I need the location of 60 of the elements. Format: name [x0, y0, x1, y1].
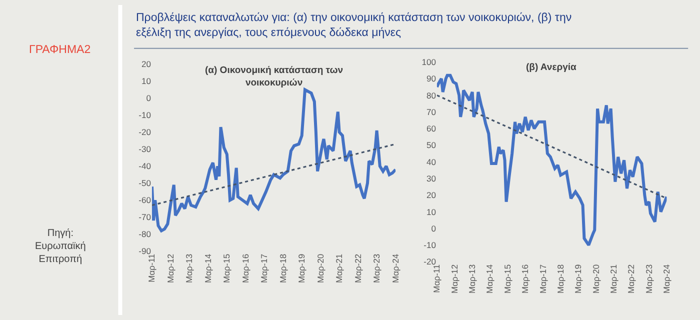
y-tick-label: -20	[424, 256, 436, 267]
x-tick-label: Μαρ-23	[372, 254, 382, 283]
y-tick-label: -30	[138, 144, 152, 154]
y-tick-label: -90	[138, 246, 152, 256]
y-tick-label: 10	[142, 76, 152, 86]
chart-title: (β) Ανεργία	[526, 62, 577, 73]
text: ΓΡΑΦΗΜΑ2	[29, 44, 91, 56]
y-tick-label: -50	[138, 178, 152, 188]
y-tick-label: 40	[426, 156, 436, 167]
y-tick-label: 30	[426, 173, 436, 184]
text: Πηγή: Ευρωπαϊκή Επιτροπή	[35, 228, 86, 265]
text: Προβλέψεις καταναλωτών για: (α) την οικονομική κατάσταση των νοικοκυριών, (β) την εξέλιξη της ανεργίας, τους επόμενους δώδεκα μήνες	[136, 12, 572, 39]
x-tick-label: Μαρ-17	[259, 254, 270, 283]
y-tick-label: 100	[422, 57, 436, 68]
x-tick-label: Μαρ-22	[352, 254, 363, 283]
y-tick-label: 80	[426, 90, 436, 100]
x-tick-label: Μαρ-21	[334, 254, 344, 283]
x-tick-label: Μαρ-16	[520, 264, 530, 294]
x-tick-label: Μαρ-19	[296, 254, 307, 283]
y-tick-label: -10	[424, 240, 436, 250]
y-tick-label: 20	[142, 59, 152, 70]
x-tick-label: Μαρ-24	[390, 254, 400, 283]
x-tick-label: Μαρ-24	[661, 264, 672, 294]
y-tick-label: 10	[426, 206, 436, 217]
x-tick-label: Μαρ-14	[202, 254, 213, 283]
x-tick-label: Μαρ-11	[432, 264, 442, 293]
text: (α) Οικονομική κατάσταση των νοικοκυριών	[205, 65, 344, 88]
y-tick-label: 60	[426, 124, 436, 134]
x-tick-label: Μαρ-19	[573, 264, 584, 294]
x-tick-label: Μαρ-12	[166, 254, 176, 283]
line-series	[152, 88, 396, 232]
line-series	[436, 74, 667, 247]
y-tick-label: -20	[138, 127, 152, 138]
y-tick-label: -70	[138, 212, 152, 222]
y-tick-label: -60	[138, 195, 152, 206]
x-tick-label: Μαρ-18	[555, 264, 566, 294]
x-tick-label: Μαρ-15	[502, 264, 512, 294]
y-tick-label: 90	[426, 74, 436, 84]
x-tick-label: Μαρ-14	[484, 264, 495, 294]
x-tick-label: Μαρ-12	[449, 264, 460, 294]
x-tick-label: Μαρ-21	[608, 264, 618, 294]
y-tick-label: 0	[146, 93, 152, 104]
x-tick-label: Μαρ-18	[278, 254, 288, 283]
x-tick-label: Μαρ-22	[626, 264, 636, 294]
x-tick-label: Μαρ-15	[222, 254, 232, 283]
x-tick-label: Μαρ-17	[538, 264, 548, 294]
y-tick-label: -40	[138, 161, 152, 172]
x-tick-label: Μαρ-13	[184, 254, 194, 283]
x-tick-label: Μαρ-13	[467, 264, 478, 294]
x-tick-label: Μαρ-23	[644, 264, 654, 294]
x-tick-label: Μαρ-16	[240, 254, 250, 283]
y-tick-label: 70	[426, 106, 436, 117]
y-tick-label: 50	[426, 140, 436, 150]
x-tick-label: Μαρ-20	[315, 254, 326, 283]
x-tick-label: Μαρ-11	[146, 254, 157, 282]
x-tick-label: Μαρ-20	[590, 264, 601, 294]
y-tick-label: -10	[138, 110, 152, 120]
y-tick-label: 0	[431, 223, 436, 234]
y-tick-label: 20	[426, 190, 436, 200]
y-tick-label: -80	[138, 229, 152, 240]
